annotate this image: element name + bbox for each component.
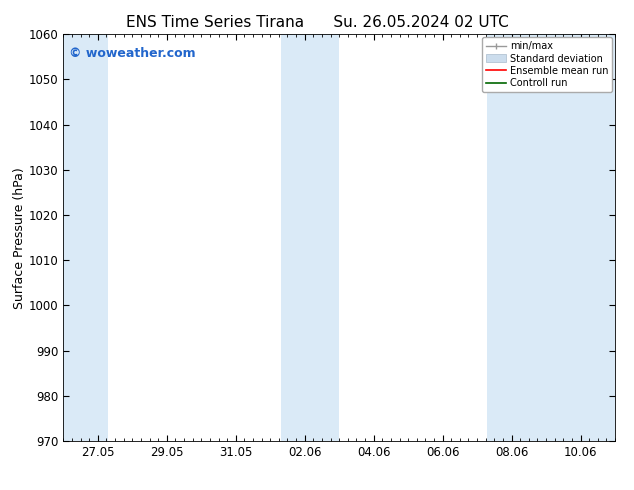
Text: © woweather.com: © woweather.com: [69, 47, 195, 59]
Bar: [281, 34, 339, 441]
Bar: [63, 34, 108, 441]
Bar: [488, 34, 615, 441]
Y-axis label: Surface Pressure (hPa): Surface Pressure (hPa): [13, 167, 26, 309]
Legend: min/max, Standard deviation, Ensemble mean run, Controll run: min/max, Standard deviation, Ensemble me…: [482, 37, 612, 92]
Text: ENS Time Series Tirana      Su. 26.05.2024 02 UTC: ENS Time Series Tirana Su. 26.05.2024 02…: [126, 15, 508, 30]
